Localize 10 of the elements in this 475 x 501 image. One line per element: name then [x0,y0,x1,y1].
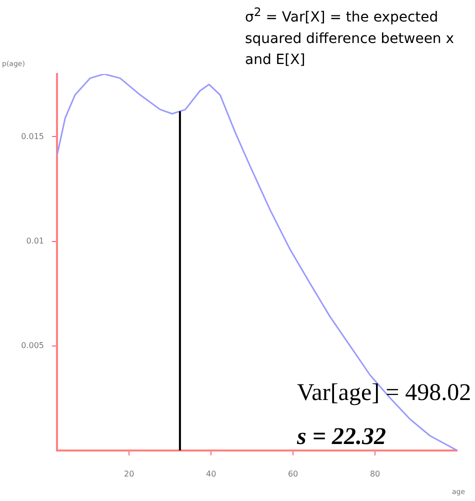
y-tick-label: 0.005 [21,340,44,350]
x-tick-label: 60 [288,469,298,478]
x-tick-label: 20 [124,469,134,478]
text: σ$^{2}$ = Var[X] = the expected squared difference between x and E[X] [245,4,456,70]
x-tick-label: 40 [206,469,216,478]
y-tick-label: 0.01 [26,236,44,246]
y-tick-label: 0.015 [21,132,44,141]
x-tick-label: 80 [370,469,380,478]
annotation: Var[age] = 498.02 [297,380,472,407]
annotation: s = 22.32 [297,424,386,451]
